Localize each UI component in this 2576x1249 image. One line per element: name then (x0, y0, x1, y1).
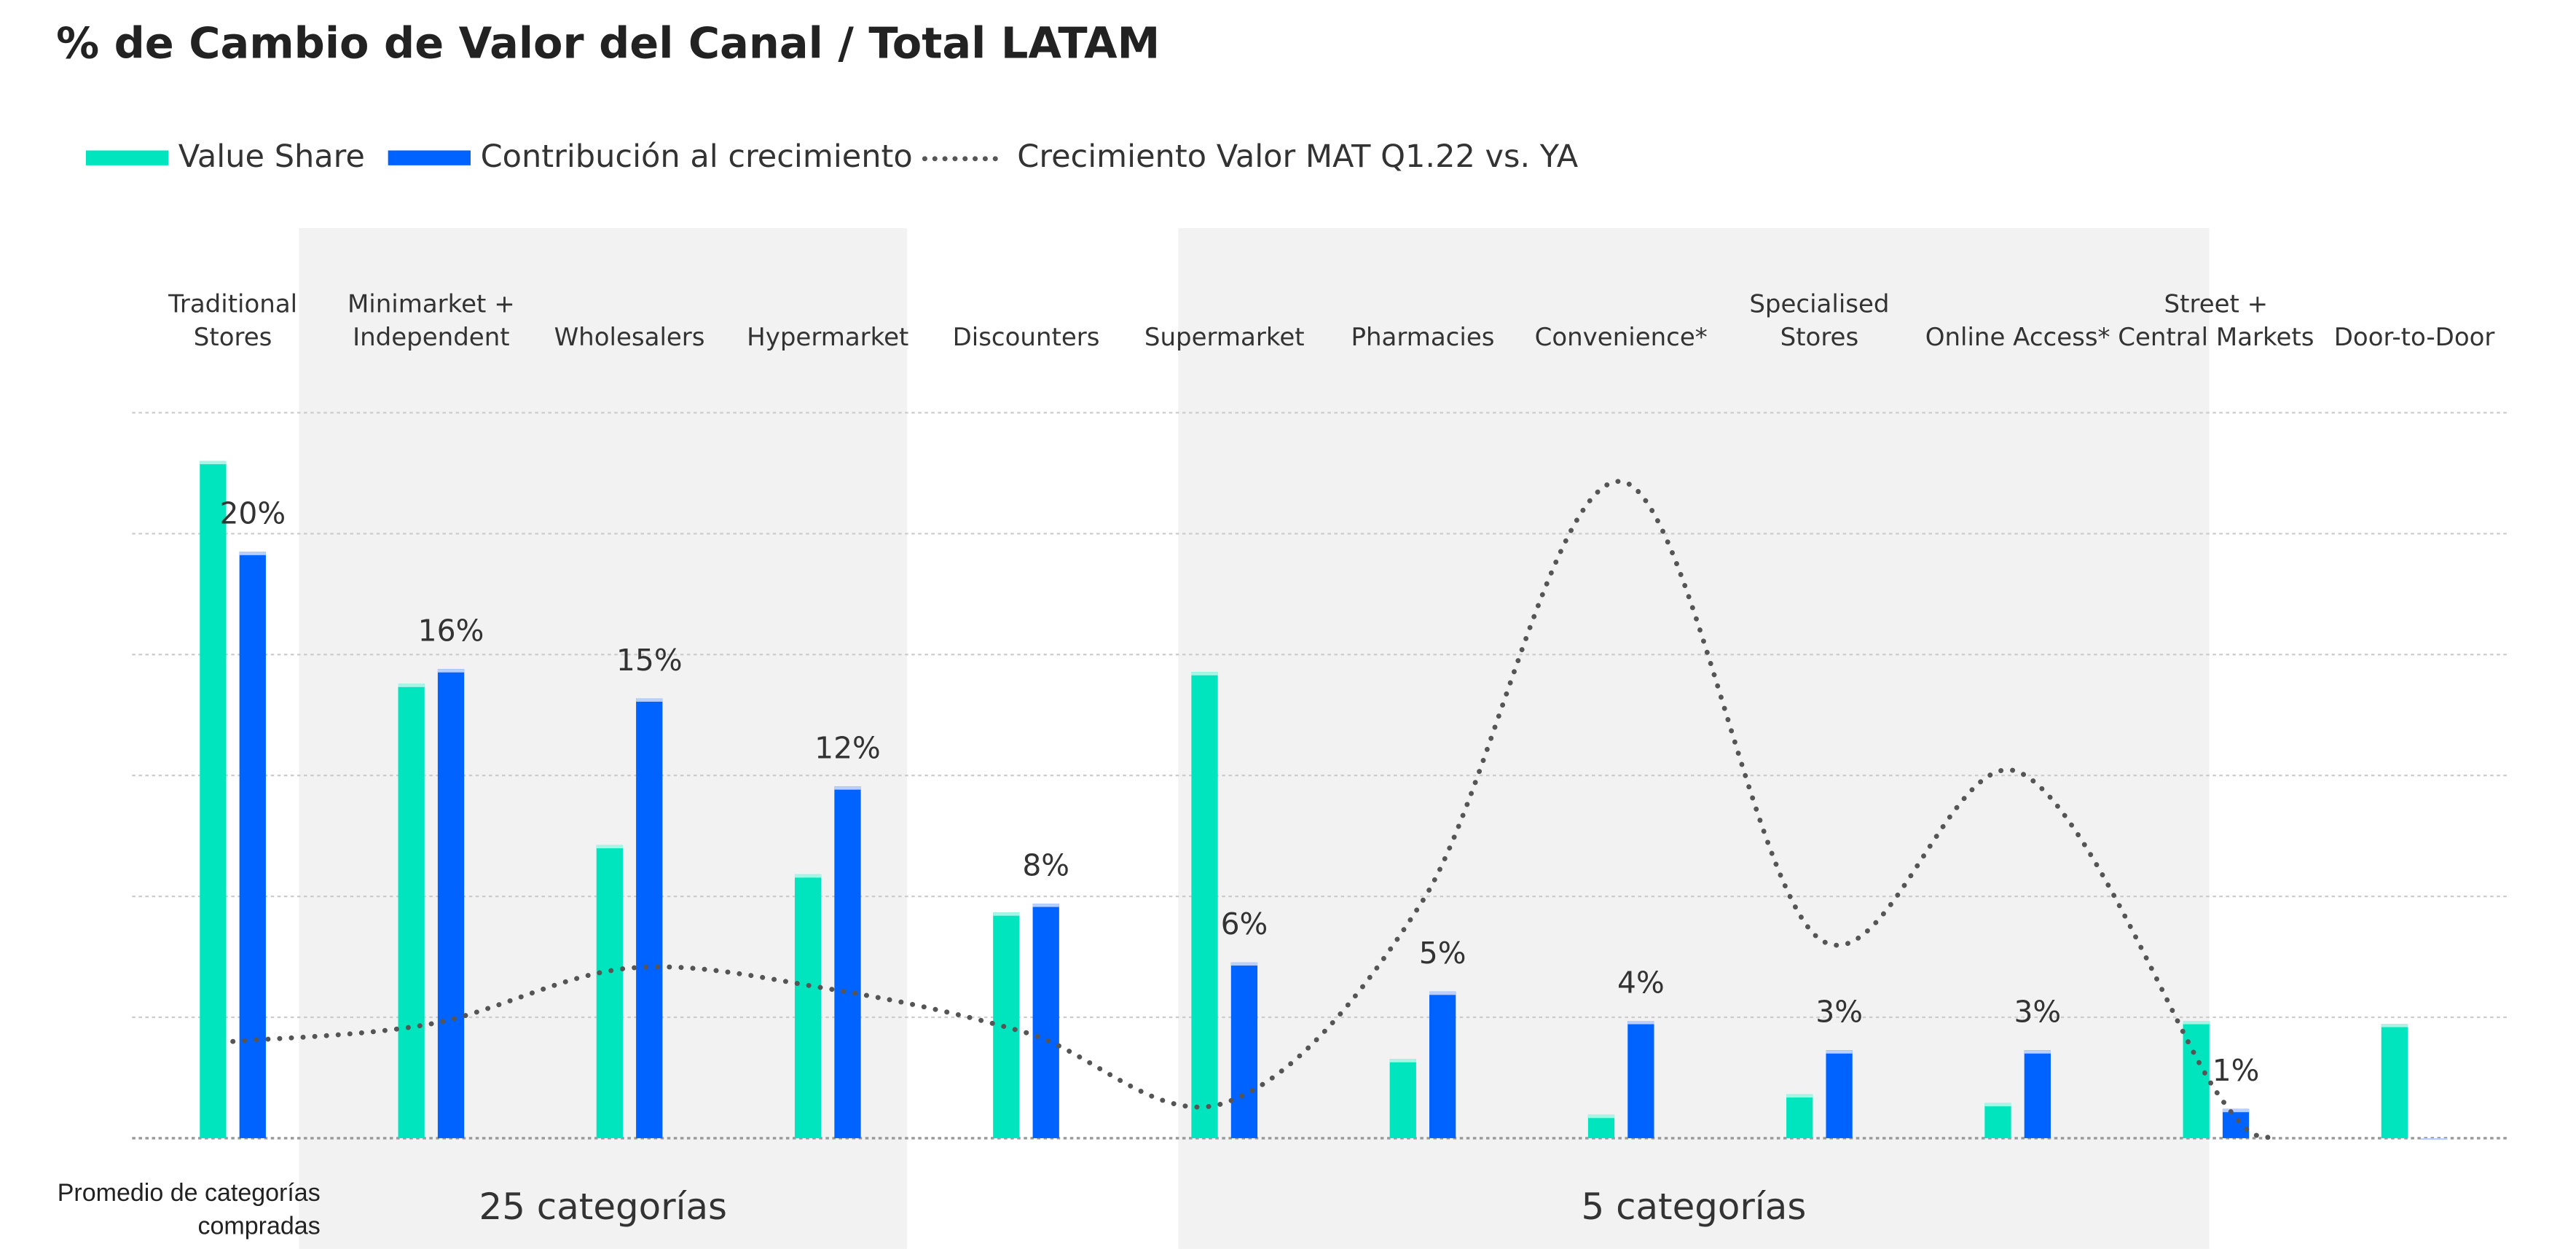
bar-value-share (1389, 1059, 1416, 1138)
bar-cap (1826, 1050, 1853, 1054)
legend-label-crecimiento: Crecimiento Valor MAT Q1.22 vs. YA (1017, 138, 1578, 175)
legend-label-contribucion: Contribución al crecimiento (481, 138, 913, 175)
bar-cap (993, 912, 1020, 916)
group-band (1178, 228, 2210, 1249)
bar-cap (200, 461, 227, 465)
group-label: 25 categorías (479, 1186, 728, 1228)
bar-value-share (1191, 672, 1218, 1138)
legend: Value Share Contribución al crecimiento … (85, 138, 1579, 175)
legend-label-value-share: Value Share (178, 138, 365, 175)
bar-contribucion (2222, 1108, 2250, 1138)
category-label: Pharmacies (1351, 323, 1494, 352)
bar-cap (2183, 1021, 2210, 1025)
bar-contribucion (239, 552, 266, 1138)
bar-cap (794, 874, 822, 878)
bar-contribucion (1826, 1050, 1853, 1138)
group-label: 5 categorías (1582, 1186, 1807, 1228)
bar-cap (1984, 1103, 2011, 1107)
bar-cap (1191, 672, 1218, 676)
bar-cap (1627, 1021, 1654, 1025)
category-label: Convenience* (1535, 323, 1708, 352)
bar-cap (1230, 962, 1258, 966)
bar-contribucion (1032, 904, 1059, 1138)
legend-swatch-value-share (85, 150, 169, 165)
bar-contribucion (636, 698, 663, 1138)
bar-cap (596, 845, 623, 849)
bar-value-share (596, 845, 623, 1138)
bar-cap (1032, 904, 1059, 907)
bar-cap (2024, 1050, 2051, 1054)
bar-cap (636, 698, 663, 702)
bar-cap (398, 684, 425, 687)
bar-value-share (2381, 1024, 2408, 1138)
category-label: Stores (194, 323, 272, 352)
data-label: 1% (2212, 1053, 2260, 1088)
data-label: 16% (418, 614, 484, 649)
bar-contribucion (1429, 991, 1456, 1138)
category-label: Minimarket + (347, 290, 515, 319)
data-label: 5% (1419, 936, 1466, 971)
bar-value-share (1587, 1114, 1615, 1138)
data-label: 20% (219, 496, 286, 531)
bar-cap (2381, 1024, 2408, 1027)
bar-value-share (1786, 1094, 1813, 1138)
category-label: Discounters (953, 323, 1100, 352)
bar-cap (834, 786, 861, 790)
bar-contribucion (834, 786, 861, 1138)
bar-cap (437, 669, 465, 673)
data-label: 3% (1815, 995, 1863, 1030)
bar-contribucion (1627, 1021, 1654, 1138)
bar-value-share (200, 461, 227, 1138)
category-label: Traditional (168, 290, 297, 319)
bar-value-share (794, 874, 822, 1138)
data-label: 6% (1221, 907, 1268, 941)
data-label: 4% (1617, 965, 1665, 1000)
bar-value-share (398, 684, 425, 1138)
data-label: 8% (1022, 848, 1069, 883)
row-label-line-1: Promedio de categorías (58, 1179, 321, 1207)
bar-cap (1786, 1094, 1813, 1098)
bar-value-share (1984, 1103, 2011, 1138)
bar-cap (2222, 1108, 2250, 1113)
category-label: Stores (1780, 323, 1859, 352)
bar-value-share (2183, 1021, 2210, 1138)
bar-cap (1429, 991, 1456, 995)
data-label: 3% (2014, 995, 2061, 1030)
category-label: Door-to-Door (2334, 323, 2495, 352)
bar-contribucion (437, 669, 465, 1138)
category-label: Hypermarket (747, 323, 908, 352)
category-label: Street + (2164, 290, 2269, 319)
bar-contribucion (1230, 962, 1258, 1138)
category-label: Specialised (1749, 290, 1889, 319)
category-label: Independent (353, 323, 510, 352)
legend-swatch-contribucion (388, 150, 471, 165)
data-label: 12% (814, 731, 881, 766)
bar-contribucion (2024, 1050, 2051, 1138)
category-label: Wholesalers (554, 323, 705, 352)
data-label: 15% (616, 643, 683, 678)
row-label-line-2: compradas (198, 1212, 321, 1240)
chart-title: % de Cambio de Valor del Canal / Total L… (56, 18, 1160, 68)
bar-cap (1389, 1059, 1416, 1062)
bar-cap (239, 552, 266, 555)
category-label: Central Markets (2118, 323, 2314, 352)
bar-cap (1587, 1114, 1615, 1119)
bar-contribucion (2421, 1138, 2448, 1140)
category-label: Supermarket (1144, 323, 1305, 352)
category-label: Online Access* (1925, 323, 2110, 352)
bar-value-share (993, 912, 1020, 1138)
